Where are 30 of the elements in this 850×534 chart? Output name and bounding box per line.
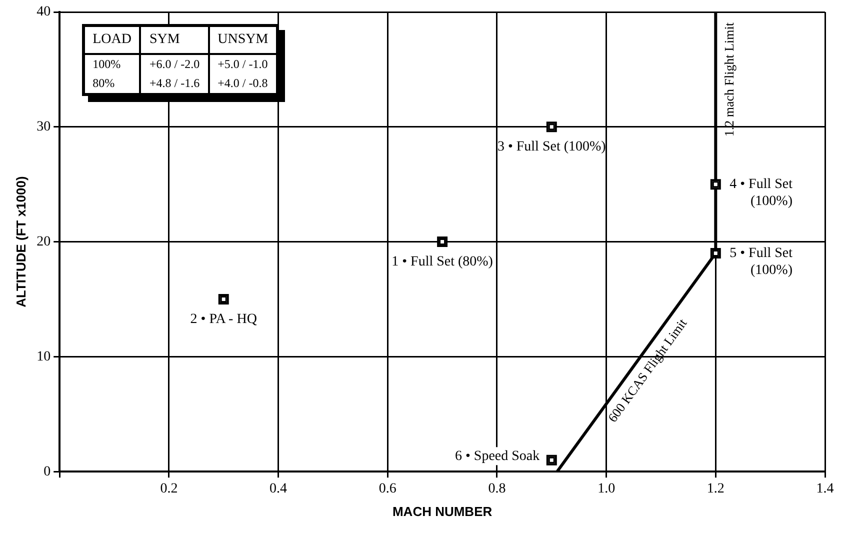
annotation: +4.0 / -0.8 xyxy=(208,74,278,94)
annotation: UNSYM xyxy=(208,26,278,54)
y-axis-title: ALTITUDE (FT x1000) xyxy=(13,176,28,308)
x-tick-label: 1.0 xyxy=(598,482,616,497)
annotation: +6.0 / -2.0 xyxy=(140,54,209,74)
annotation: 6 • Speed Soak xyxy=(455,448,540,464)
x-tick-label: 0.6 xyxy=(378,482,396,497)
x-tick-label: 1.2 xyxy=(706,482,724,497)
y-tick-label: 10 xyxy=(36,349,51,364)
annotation: +4.8 / -1.6 xyxy=(140,74,209,94)
y-tick-label: 20 xyxy=(36,234,51,250)
y-tick-label: 30 xyxy=(36,120,51,135)
annotation: 1 • Full Set (80%) xyxy=(392,254,494,270)
text: 1.2 mach Flight Limit xyxy=(722,22,737,137)
annotation: 100% xyxy=(83,54,140,74)
annotation: 2 • PA - HQ xyxy=(190,312,257,327)
y-tick-label: 0 xyxy=(44,464,51,480)
x-tick-label: 0.4 xyxy=(270,482,288,497)
y-tick-label: 40 xyxy=(36,4,51,20)
x-tick-label: 0.2 xyxy=(160,482,178,497)
annotation: 3 • Full Set (100%) xyxy=(497,140,606,155)
annotation: 4 • Full Set (100%) xyxy=(730,177,793,210)
x-tick-label: 0.8 xyxy=(488,482,506,497)
annotation: 5 • Full Set (100%) xyxy=(730,246,793,278)
annotation: 80% xyxy=(83,74,140,94)
x-axis-title: MACH NUMBER xyxy=(392,504,493,519)
annotation: LOAD xyxy=(83,26,140,54)
x-tick-label: 1.4 xyxy=(816,482,834,497)
annotation: +5.0 / -1.0 xyxy=(208,54,278,74)
annotation: SYM xyxy=(140,26,209,54)
